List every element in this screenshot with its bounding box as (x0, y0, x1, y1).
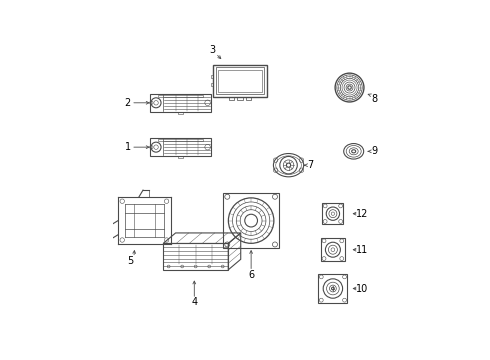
Bar (218, 70, 262, 91)
Bar (322, 203, 343, 224)
Bar (178, 156, 183, 158)
Bar (321, 238, 344, 261)
Bar (158, 139, 203, 141)
Text: 4: 4 (191, 297, 197, 307)
Text: 5: 5 (127, 256, 134, 266)
Bar (213, 65, 267, 96)
Bar (237, 96, 243, 100)
Text: 2: 2 (124, 98, 131, 108)
Bar (150, 94, 211, 112)
Bar (223, 193, 279, 248)
Bar (158, 95, 203, 97)
Text: 10: 10 (356, 284, 368, 293)
Text: 11: 11 (356, 245, 368, 255)
Text: 7: 7 (308, 160, 314, 170)
Bar (211, 75, 213, 78)
Text: 6: 6 (248, 270, 254, 280)
Text: 3: 3 (209, 45, 216, 55)
Bar (211, 84, 213, 86)
Text: 9: 9 (371, 146, 377, 156)
Bar (163, 243, 228, 270)
Bar (178, 112, 183, 114)
Bar (245, 96, 251, 100)
Bar (216, 67, 264, 94)
Text: 1: 1 (125, 142, 131, 152)
Text: 12: 12 (356, 209, 368, 219)
Bar (229, 96, 235, 100)
Bar (318, 274, 347, 303)
Text: 8: 8 (371, 94, 377, 104)
Bar (150, 138, 211, 156)
